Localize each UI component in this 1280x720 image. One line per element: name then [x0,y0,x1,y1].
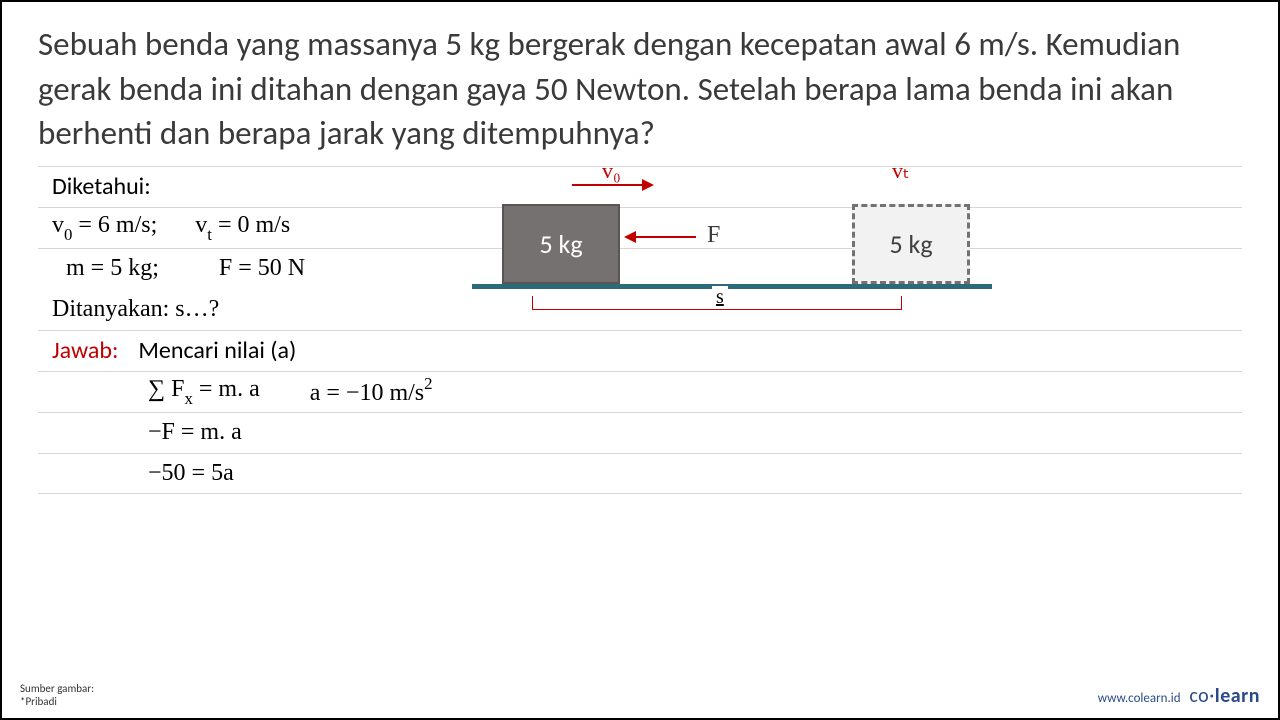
source-value: *Pribadi [20,695,94,708]
label-force: F [707,222,720,249]
eq-mass: m = 5 kg; [66,255,159,282]
eq-sumF: ∑ Fx = m. a [148,376,260,407]
eq-force: F = 50 N [219,255,305,282]
label-distance: s [712,286,728,309]
sym-v: v [52,212,64,238]
row-eq-negF: −F = m. a [38,412,1242,453]
brand-learn: learn [1215,684,1260,708]
sup-2: 2 [424,374,432,393]
question-text: Sebuah benda yang massanya 5 kg bergerak… [2,2,1278,166]
text-mencari: Mencari nilai (a) [138,336,296,365]
sub-x: x [184,389,192,408]
arrow-v0 [572,184,652,186]
arrow-force [626,236,696,238]
sub-t: t [207,225,212,244]
brand-url: www.colearn.id [1098,691,1181,706]
result-a: a = −10 m/s2 [310,376,433,407]
text-diketahui: Diketahui: [52,172,151,201]
eq-v0: v0 = 6 m/s; [52,212,157,243]
eq-neg50: −50 = 5a [148,460,234,487]
sym-v2: v [195,212,207,238]
row-jawab: Jawab: Mencari nilai (a) [38,330,1242,371]
sym-sumF: ∑ F [148,376,184,402]
ground-line [472,284,992,289]
label-vt: vₜ [892,158,910,184]
eq-negF: −F = m. a [148,419,242,446]
eq-vt: vt = 0 m/s [195,212,290,243]
val-vt: = 0 m/s [212,212,290,238]
physics-diagram: 5 kg 5 kg v₀ vₜ F s [472,166,1032,326]
sub-0: 0 [64,225,72,244]
row-eq-50: −50 = 5a [38,453,1242,494]
source-credit: Sumber gambar: *Pribadi [20,682,94,708]
brand-footer: www.colearn.id co·learn [1098,684,1260,708]
block-initial: 5 kg [502,204,620,284]
label-jawab: Jawab: [52,336,118,365]
brand-co: co [1189,684,1209,708]
val-a: a = −10 m/s [310,380,424,406]
val-v0: = 6 m/s; [72,212,157,238]
text-ditanyakan: Ditanyakan: s…? [52,296,219,323]
label-v0: v₀ [602,158,621,184]
block-final: 5 kg [852,204,970,284]
solution-area: 5 kg 5 kg v₀ vₜ F s Diketahui: v0 = 6 m/… [2,166,1278,494]
row-eq-sumF: ∑ Fx = m. a a = −10 m/s2 [38,371,1242,412]
eq-ma: = m. a [193,376,260,402]
brand-logo: co·learn [1189,684,1260,708]
source-label: Sumber gambar: [20,682,94,695]
